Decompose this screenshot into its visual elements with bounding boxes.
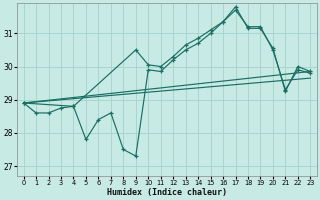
- X-axis label: Humidex (Indice chaleur): Humidex (Indice chaleur): [107, 188, 227, 197]
